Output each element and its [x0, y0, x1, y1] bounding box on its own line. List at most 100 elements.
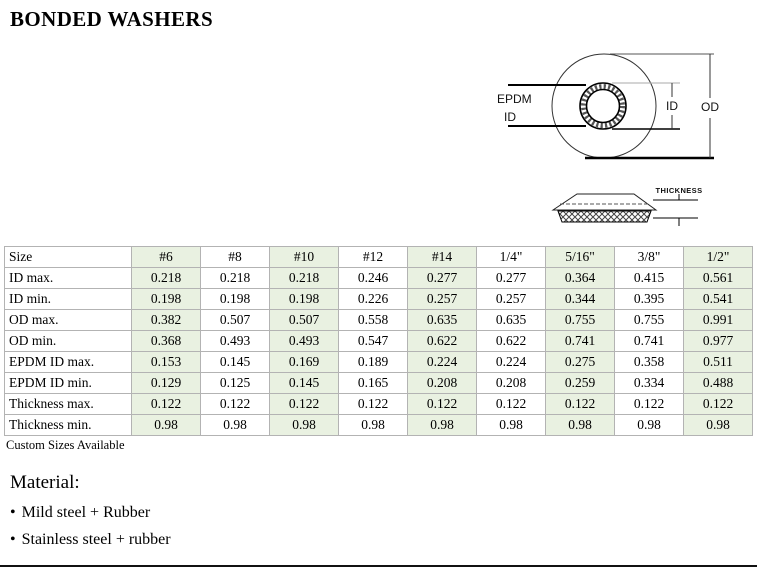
value-cell: 0.395 [614, 288, 684, 310]
value-cell: 0.198 [200, 288, 270, 310]
value-cell: 0.277 [476, 267, 546, 289]
value-cell: 0.98 [269, 414, 339, 436]
material-heading: Material: [10, 472, 80, 493]
size-header-cell: Size [4, 246, 132, 268]
value-cell: 0.218 [200, 267, 270, 289]
table-body: ID max. 0.218 0.218 0.218 0.246 0.277 0.277 0.3… [4, 267, 753, 436]
value-cell: 0.246 [338, 267, 408, 289]
value-cell: 0.198 [131, 288, 201, 310]
value-cell: 0.122 [407, 393, 477, 415]
value-cell: 0.493 [269, 330, 339, 352]
value-cell: 0.145 [200, 351, 270, 373]
value-cell: 0.547 [338, 330, 408, 352]
size-column-header: #14 [407, 246, 477, 268]
row-label-cell: ID max. [4, 267, 132, 289]
value-cell: 0.755 [545, 309, 615, 331]
value-cell: 0.511 [683, 351, 753, 373]
value-cell: 0.218 [269, 267, 339, 289]
value-cell: 0.275 [545, 351, 615, 373]
custom-sizes-note: Custom Sizes Available [6, 438, 125, 452]
value-cell: 0.344 [545, 288, 615, 310]
size-column-header: 1/4" [476, 246, 546, 268]
row-label-cell: OD min. [4, 330, 132, 352]
row-label-cell: Thickness max. [4, 393, 132, 415]
value-cell: 0.208 [476, 372, 546, 394]
value-cell: 0.364 [545, 267, 615, 289]
value-cell: 0.991 [683, 309, 753, 331]
material-item: • Stainless steel + rubber [10, 526, 171, 553]
value-cell: 0.741 [545, 330, 615, 352]
value-cell: 0.358 [614, 351, 684, 373]
value-cell: 0.122 [614, 393, 684, 415]
size-column-header: #8 [200, 246, 270, 268]
row-label-cell: EPDM ID max. [4, 351, 132, 373]
value-cell: 0.208 [407, 372, 477, 394]
value-cell: 0.198 [269, 288, 339, 310]
value-cell: 0.493 [200, 330, 270, 352]
value-cell: 0.122 [476, 393, 546, 415]
value-cell: 0.125 [200, 372, 270, 394]
value-cell: 0.635 [407, 309, 477, 331]
value-cell: 0.558 [338, 309, 408, 331]
value-cell: 0.415 [614, 267, 684, 289]
value-cell: 0.145 [269, 372, 339, 394]
washer-diagram: EPDM ID ID OD THICKNESS [497, 53, 719, 226]
washer-top-view: EPDM ID ID OD [497, 53, 719, 160]
value-cell: 0.635 [476, 309, 546, 331]
material-list: • Mild steel + Rubber • Stainless steel + … [10, 499, 171, 553]
table-row: Thickness max. 0.122 0.122 0.122 0.122 0.122 0… [4, 393, 753, 415]
value-cell: 0.755 [614, 309, 684, 331]
size-column-header: 3/8" [614, 246, 684, 268]
table-row: Thickness min. 0.98 0.98 0.98 0.98 0.98 0.98 0.… [4, 414, 753, 436]
metal-washer-profile [551, 193, 658, 211]
id-left-label: ID [504, 110, 516, 124]
value-cell: 0.622 [476, 330, 546, 352]
value-cell: 0.277 [407, 267, 477, 289]
value-cell: 0.334 [614, 372, 684, 394]
value-cell: 0.224 [476, 351, 546, 373]
inner-diameter-circle [585, 88, 621, 124]
bullet-icon: • [10, 531, 16, 548]
washer-side-view: THICKNESS [551, 186, 702, 226]
epdm-ring-texture [581, 84, 625, 128]
value-cell: 0.129 [131, 372, 201, 394]
material-item-text: Mild steel + Rubber [21, 504, 151, 521]
row-label-cell: ID min. [4, 288, 132, 310]
rubber-layer [557, 210, 652, 223]
value-cell: 0.98 [476, 414, 546, 436]
value-cell: 0.257 [407, 288, 477, 310]
value-cell: 0.259 [545, 372, 615, 394]
value-cell: 0.977 [683, 330, 753, 352]
size-column-header: #6 [131, 246, 201, 268]
value-cell: 0.98 [545, 414, 615, 436]
material-item: • Mild steel + Rubber [10, 499, 171, 526]
bullet-icon: • [10, 504, 16, 521]
value-cell: 0.622 [407, 330, 477, 352]
value-cell: 0.224 [407, 351, 477, 373]
table-header-row: Size #6 #8 #10 #12 #14 1/4" 5/16" 3/8" 1/2" [4, 246, 753, 268]
value-cell: 0.507 [200, 309, 270, 331]
value-cell: 0.98 [338, 414, 408, 436]
table-header: Size #6 #8 #10 #12 #14 1/4" 5/16" 3/8" 1/2" [4, 246, 753, 268]
page-title: BONDED WASHERS [10, 7, 214, 31]
value-cell: 0.98 [200, 414, 270, 436]
row-label-cell: Thickness min. [4, 414, 132, 436]
value-cell: 0.541 [683, 288, 753, 310]
table-row: OD max. 0.382 0.507 0.507 0.558 0.635 0.635 0.7… [4, 309, 753, 331]
row-label-cell: OD max. [4, 309, 132, 331]
value-cell: 0.98 [614, 414, 684, 436]
value-cell: 0.189 [338, 351, 408, 373]
washer-size-table: Size #6 #8 #10 #12 #14 1/4" 5/16" 3/8" 1/2" ID ma… [4, 246, 753, 436]
size-column-header: 5/16" [545, 246, 615, 268]
value-cell: 0.488 [683, 372, 753, 394]
table-row: ID min. 0.198 0.198 0.198 0.226 0.257 0.257 0.3… [4, 288, 753, 310]
value-cell: 0.226 [338, 288, 408, 310]
value-cell: 0.741 [614, 330, 684, 352]
size-column-header: #12 [338, 246, 408, 268]
value-cell: 0.169 [269, 351, 339, 373]
size-column-header: #10 [269, 246, 339, 268]
od-label: OD [701, 100, 719, 114]
table-row: EPDM ID max. 0.153 0.145 0.169 0.189 0.224 0.2… [4, 351, 753, 373]
value-cell: 0.122 [338, 393, 408, 415]
epdm-ring-outer [579, 82, 627, 130]
